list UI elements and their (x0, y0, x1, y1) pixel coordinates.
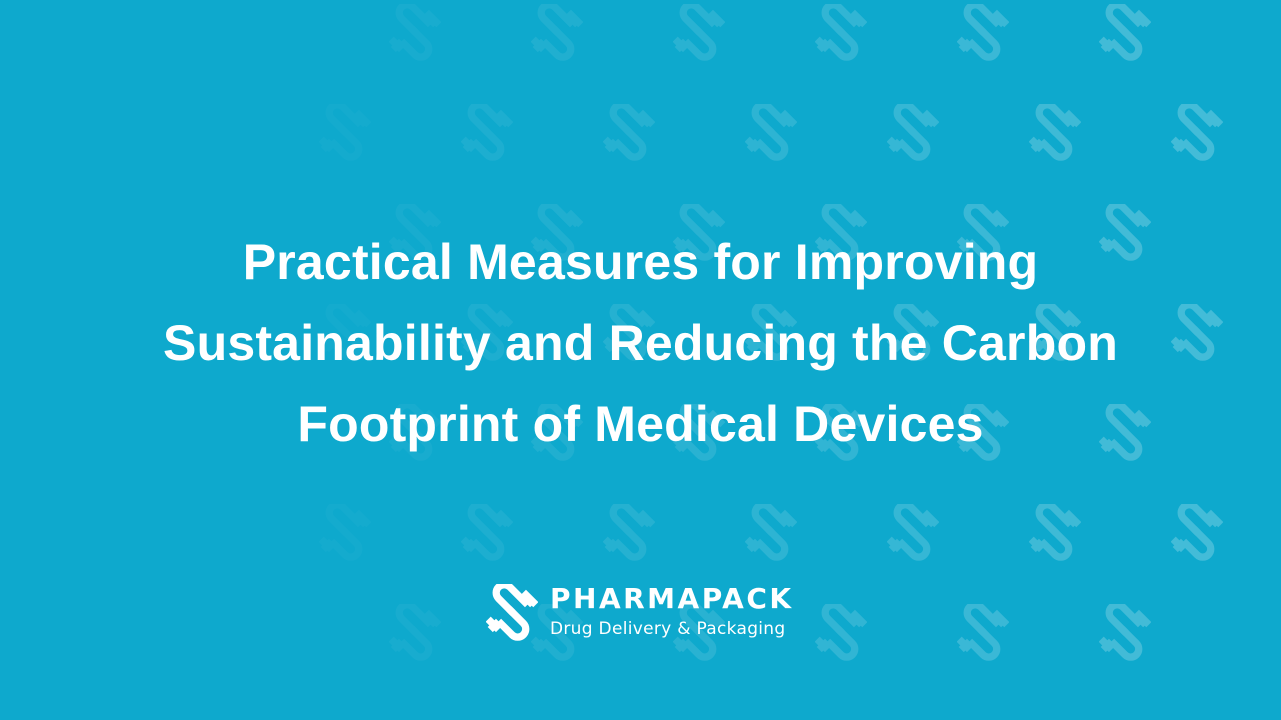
logo-tagline: Drug Delivery & Packaging (550, 619, 786, 639)
pattern-link-icon (889, 105, 937, 157)
headline: Practical Measures for Improving Sustain… (0, 222, 1281, 465)
pattern-link-icon (533, 5, 581, 57)
pattern-link-icon (1173, 105, 1221, 157)
headline-line-1: Practical Measures for Improving (242, 234, 1039, 290)
pattern-link-icon (1173, 505, 1221, 557)
pattern-link-icon (889, 505, 937, 557)
headline-line-3: Footprint of Medical Devices (297, 396, 984, 452)
pattern-link-icon (747, 505, 795, 557)
pattern-link-icon (1031, 105, 1079, 157)
headline-line-2: Sustainability and Reducing the Carbon (163, 315, 1118, 371)
pattern-link-icon (959, 605, 1007, 657)
pattern-link-icon (605, 105, 653, 157)
pattern-link-icon (391, 605, 439, 657)
pattern-link-icon (321, 505, 369, 557)
pattern-link-icon (817, 5, 865, 57)
pattern-link-icon (1101, 5, 1149, 57)
pattern-link-icon (675, 5, 723, 57)
pattern-link-icon (605, 505, 653, 557)
logo-brand-name: PHARMAPACK (550, 582, 794, 615)
pattern-link-icon (321, 105, 369, 157)
pattern-link-icon (959, 5, 1007, 57)
pattern-link-icon (1101, 605, 1149, 657)
pharmapack-link-icon (486, 584, 538, 642)
pattern-link-icon (463, 105, 511, 157)
pattern-link-icon (463, 505, 511, 557)
pharmapack-logo: PHARMAPACK Drug Delivery & Packaging (486, 582, 836, 644)
pattern-link-icon (1031, 505, 1079, 557)
pattern-link-icon (391, 5, 439, 57)
pattern-link-icon (747, 105, 795, 157)
